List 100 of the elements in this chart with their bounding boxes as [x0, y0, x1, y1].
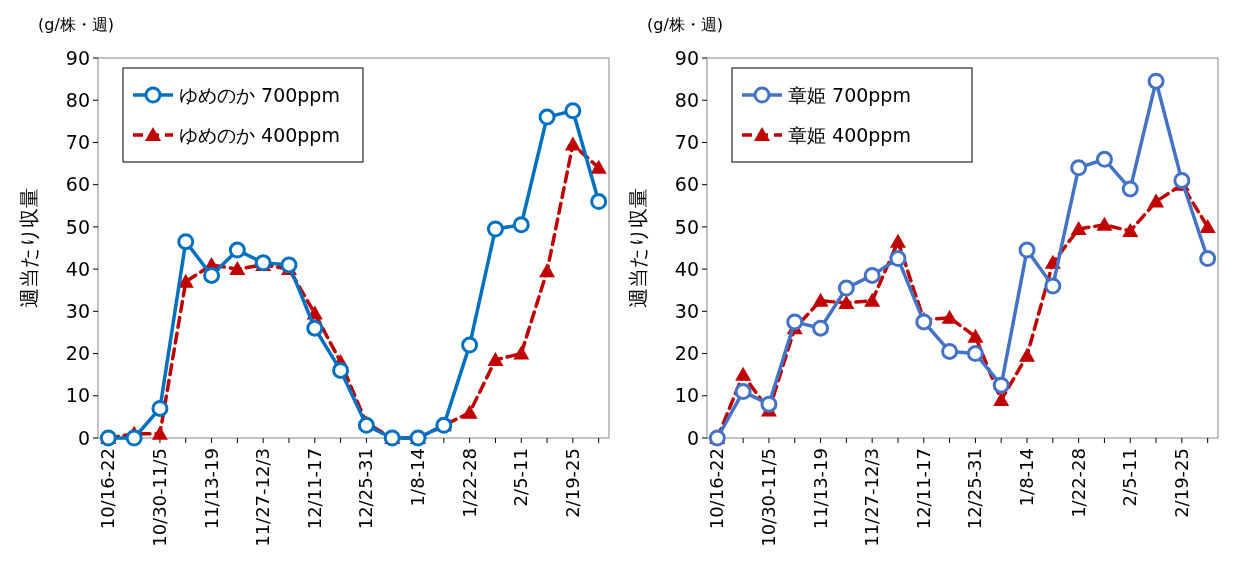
point [863, 266, 881, 284]
point [1121, 180, 1139, 198]
point [125, 429, 143, 447]
x-tick-label: 12/25-31 [964, 448, 986, 530]
y-tick-label: 0 [686, 426, 699, 449]
y-tick-label: 50 [65, 215, 90, 238]
point [812, 319, 830, 337]
point [760, 395, 778, 413]
point [966, 345, 984, 363]
legend-label: ゆめのか 400ppm [179, 123, 340, 146]
legend-label: ゆめのか 700ppm [179, 83, 340, 106]
point [1095, 150, 1113, 168]
point [177, 233, 195, 251]
y-axis-title: 週当たり収量 [17, 188, 41, 308]
y-tick-label: 70 [674, 131, 699, 154]
point [735, 366, 752, 381]
point [1018, 241, 1036, 259]
x-tick-label: 11/27-12/3 [252, 448, 274, 547]
point [1148, 193, 1165, 208]
point [941, 342, 959, 360]
y-tick-label: 40 [65, 257, 90, 280]
point [967, 328, 984, 343]
y-tick-label: 80 [674, 88, 699, 111]
y-tick-label: 20 [674, 342, 699, 365]
point [332, 361, 350, 379]
x-tick-label: 11/13-19 [200, 448, 222, 530]
x-tick-label: 10/30-11/5 [148, 448, 170, 547]
point [1044, 277, 1062, 295]
x-tick-label: 2/19-25 [561, 448, 583, 518]
point [280, 256, 298, 274]
point [1070, 221, 1087, 235]
legend-label: 章姫 400ppm [788, 123, 911, 146]
x-tick-label: 2/19-25 [1170, 448, 1192, 518]
x-tick-label: 2/5-11 [1119, 448, 1141, 507]
point [786, 313, 804, 331]
point [915, 313, 933, 331]
point [461, 336, 479, 354]
text: (g/株・週) [647, 15, 724, 34]
point [1173, 171, 1191, 189]
x-tick-label: 12/11-17 [303, 448, 325, 530]
point [151, 399, 169, 417]
point [487, 351, 504, 366]
point [461, 404, 478, 419]
point [1019, 347, 1036, 362]
point [486, 220, 504, 238]
x-tick-label: 11/13-19 [809, 448, 831, 530]
y-tick-label: 50 [674, 215, 699, 238]
point [229, 261, 246, 276]
legend-label: 章姫 700ppm [788, 83, 911, 106]
y-tick-label: 0 [77, 426, 90, 449]
y-tick-label: 90 [65, 46, 90, 69]
text: (g/株・週) [38, 15, 115, 34]
x-tick-label: 10/16-22 [97, 448, 119, 530]
point [590, 193, 608, 211]
point [1199, 250, 1217, 268]
y-axis-title: 週当たり収量 [626, 188, 650, 308]
point [538, 108, 556, 126]
x-tick-label: 10/30-11/5 [757, 448, 779, 547]
point [837, 279, 855, 297]
point [812, 292, 829, 307]
point [203, 266, 221, 284]
x-tick-label: 2/5-11 [510, 448, 532, 507]
y-tick-label: 10 [65, 384, 90, 407]
point [151, 425, 168, 440]
point [539, 263, 556, 278]
point [734, 383, 752, 401]
x-tick-label: 11/27-12/3 [861, 448, 883, 547]
point [993, 392, 1010, 406]
x-tick-label: 1/22-28 [1067, 448, 1089, 518]
x-tick-label: 12/25-31 [355, 448, 377, 530]
y-tick-label: 60 [674, 173, 699, 196]
point [306, 319, 324, 337]
point [512, 216, 530, 234]
point [838, 294, 855, 309]
point [992, 376, 1010, 394]
point [889, 250, 907, 268]
point [1199, 218, 1216, 233]
x-tick-label: 1/8-14 [407, 448, 429, 507]
point [564, 102, 582, 120]
point [564, 136, 581, 151]
point [590, 159, 607, 174]
point [513, 345, 530, 360]
y-tick-label: 90 [674, 46, 699, 69]
x-tick-label: 10/16-22 [706, 448, 728, 530]
point [1147, 72, 1165, 90]
y-tick-label: 30 [65, 299, 90, 322]
y-tick-label: 80 [65, 88, 90, 111]
x-tick-label: 1/22-28 [458, 448, 480, 518]
x-tick-label: 12/11-17 [912, 448, 934, 530]
point [864, 292, 881, 307]
y-tick-label: 10 [674, 384, 699, 407]
y-tick-label: 70 [65, 131, 90, 154]
x-tick-label: 1/8-14 [1016, 448, 1038, 507]
point [889, 233, 906, 248]
point [1122, 223, 1139, 238]
y-tick-label: 20 [65, 342, 90, 365]
point [941, 309, 958, 324]
y-tick-label: 30 [674, 299, 699, 322]
y-tick-label: 40 [674, 257, 699, 280]
point [1096, 216, 1113, 231]
